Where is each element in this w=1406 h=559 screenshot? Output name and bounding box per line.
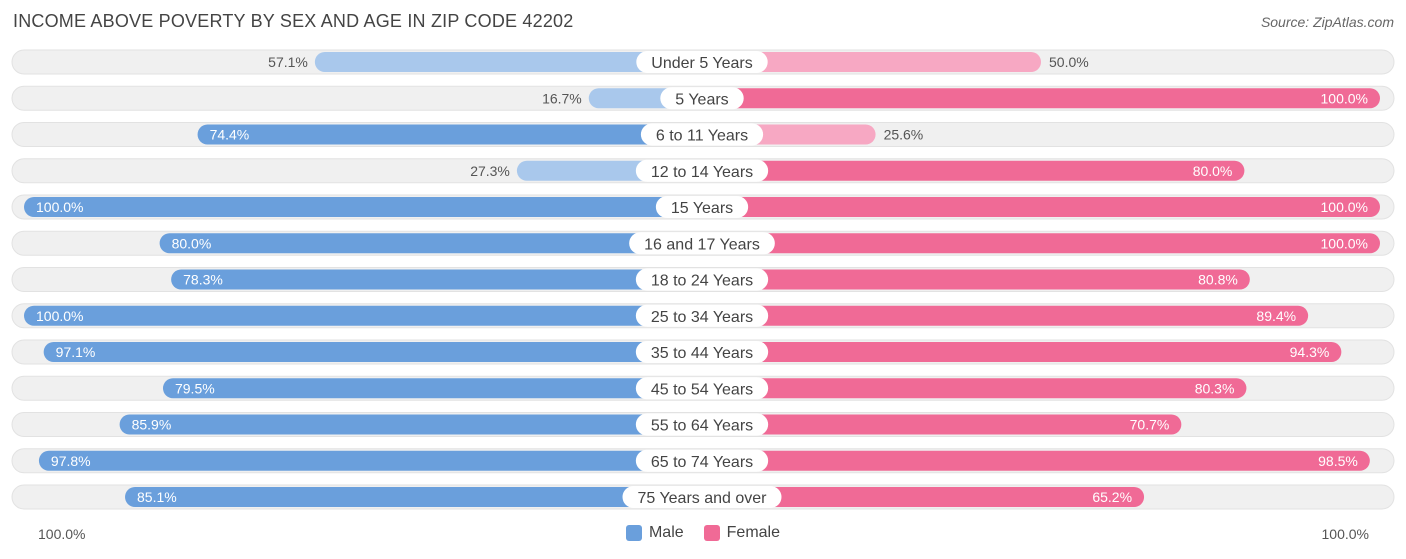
bar-label-female: 50.0% [1049, 54, 1089, 70]
bar-label-female: 98.5% [1318, 453, 1358, 469]
category-label: 75 Years and over [638, 490, 768, 507]
category-pill [622, 486, 782, 508]
bar-female [702, 197, 1380, 217]
bar-label-female: 80.8% [1198, 272, 1238, 288]
bar-male [43, 342, 703, 362]
category-pill [635, 449, 769, 472]
category-pill [635, 159, 769, 182]
chart-title: INCOME ABOVE POVERTY BY SEX AND AGE IN Z… [13, 11, 574, 31]
bar-female [702, 342, 1342, 362]
bar-male [38, 450, 702, 471]
category-label: 65 to 74 Years [651, 454, 753, 471]
category-pill [629, 232, 775, 255]
legend-item-male: Male [625, 524, 684, 542]
category-label: 25 to 34 Years [651, 309, 753, 326]
bar-female [702, 305, 1309, 326]
category-label: Under 5 Years [651, 55, 752, 72]
bar-male [171, 269, 703, 290]
bar-label-female: 70.7% [1130, 417, 1170, 433]
category-label: 35 to 44 Years [651, 345, 753, 362]
bar-male [314, 52, 702, 72]
bar-female [702, 378, 1247, 399]
legend-label-male: Male [648, 524, 684, 541]
category-pill [640, 123, 764, 146]
category-pill [635, 413, 769, 436]
bar-label-female: 94.3% [1290, 344, 1330, 360]
category-pill [635, 341, 769, 363]
bar-male [125, 487, 703, 507]
axis-left-label: 100.0% [38, 526, 86, 542]
category-label: 16 and 17 Years [644, 236, 760, 253]
bar-female [702, 160, 1245, 181]
bar-male [162, 378, 703, 399]
category-pill [635, 304, 769, 327]
bar-label-male: 97.1% [56, 344, 96, 360]
bar-label-female: 100.0% [1321, 90, 1368, 106]
category-label: 55 to 64 Years [651, 418, 753, 435]
legend-label-female: Female [726, 524, 781, 541]
category-label: 6 to 11 Years [656, 128, 748, 145]
bar-label-male: 100.0% [36, 199, 83, 215]
category-label: 15 Years [671, 200, 733, 217]
bar-female [702, 414, 1182, 435]
bar-label-female: 100.0% [1321, 235, 1368, 251]
category-label: 18 to 24 Years [651, 273, 753, 290]
legend-swatch-female [703, 525, 720, 541]
bar-label-male: 100.0% [36, 308, 83, 324]
legend: Male Female [0, 524, 1406, 542]
bar-female [702, 88, 1380, 109]
category-pill [635, 377, 769, 400]
bar-label-male: 27.3% [470, 163, 510, 179]
category-label: 12 to 14 Years [651, 164, 753, 181]
bar-label-female: 25.6% [884, 127, 924, 143]
bar-female [702, 487, 1145, 507]
bar-label-female: 89.4% [1256, 308, 1296, 324]
source-label: Source: ZipAtlas.com [1260, 14, 1394, 30]
bar-label-male: 97.8% [51, 453, 91, 469]
category-label: 45 to 54 Years [651, 381, 753, 398]
category-pill [635, 268, 769, 291]
bar-label-male: 74.4% [210, 127, 250, 143]
bar-label-female: 100.0% [1321, 199, 1368, 215]
bar-label-female: 65.2% [1092, 489, 1132, 505]
axis-right-label: 100.0% [1321, 526, 1369, 542]
bar-female [702, 233, 1380, 254]
bar-female [702, 52, 1041, 72]
category-pill [636, 51, 768, 73]
category-pill [660, 87, 744, 110]
category-pill [655, 196, 749, 218]
bar-male [159, 233, 703, 254]
bar-label-male: 57.1% [268, 54, 308, 70]
legend-swatch-male [625, 525, 642, 541]
bar-label-male: 79.5% [175, 380, 215, 396]
bar-male [119, 414, 702, 435]
category-label: 5 Years [675, 91, 728, 108]
bar-female [702, 269, 1250, 290]
bar-label-female: 80.0% [1193, 163, 1233, 179]
bar-female [702, 450, 1370, 471]
bar-label-female: 80.3% [1195, 380, 1235, 396]
bar-label-male: 78.3% [183, 272, 223, 288]
bar-male [24, 197, 702, 217]
diverging-bar-chart: 57.1% 50.0% Under 5 Years 16.7% 100.0% 5 Year… [11, 49, 1395, 510]
bar-label-male: 80.0% [172, 235, 212, 251]
bar-label-male: 85.1% [137, 489, 177, 505]
bar-male [197, 124, 702, 145]
legend-item-female: Female [703, 524, 781, 542]
bar-label-male: 85.9% [132, 417, 172, 433]
bar-label-male: 16.7% [542, 90, 582, 106]
bar-male [24, 305, 702, 326]
